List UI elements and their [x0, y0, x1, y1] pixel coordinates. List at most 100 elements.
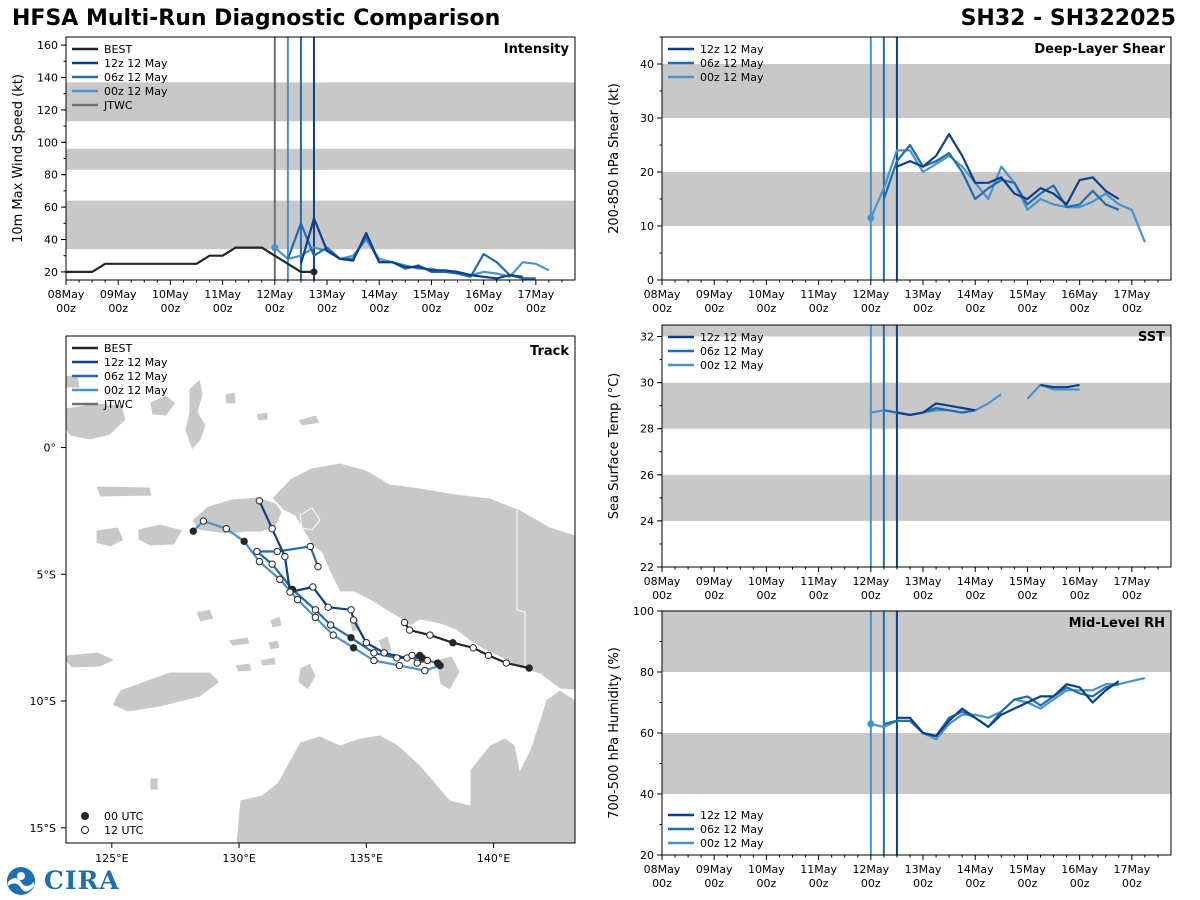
track-point-2-4: [326, 621, 335, 629]
track-point-4-3: [408, 651, 416, 660]
shear-xtick-hour: 00z: [1070, 302, 1090, 315]
intensity-xtick-date: 16May: [465, 288, 502, 301]
rh-xtick-date: 09May: [696, 863, 733, 876]
sst-xtick-date: 16May: [1061, 575, 1098, 588]
shear-ytick-label: 0: [647, 274, 654, 287]
intensity-ytick-label: 100: [37, 136, 58, 149]
track-marker-legend-label: 00 UTC: [104, 810, 144, 823]
track-point-3-2: [380, 649, 388, 657]
sst-ytick-label: 30: [640, 377, 654, 390]
intensity-xtick-date: 10May: [152, 288, 189, 301]
track-point-4-2: [413, 659, 421, 667]
sst-xtick-date: 15May: [1009, 575, 1046, 588]
sst-plot-content: [662, 325, 1171, 567]
figure-title: HFSA Multi-Run Diagnostic Comparison: [12, 6, 501, 31]
sst-xtick-date: 12May: [852, 575, 889, 588]
shear-xtick-hour: 00z: [809, 302, 829, 315]
intensity-band-1: [66, 148, 575, 170]
sst-series-3: [896, 402, 976, 416]
intensity-xtick-date: 11May: [204, 288, 241, 301]
sst-plot-area: [662, 325, 1171, 567]
track-legend-label: 12z 12 May: [104, 356, 168, 369]
intensity-series-1-start-point: [271, 244, 279, 252]
track-point-1-6: [311, 613, 320, 622]
track-point-4-0: [433, 659, 442, 667]
track-point-3-11: [255, 497, 264, 505]
track-point-0-5: [426, 631, 434, 639]
rh-xtick-hour: 00z: [965, 877, 985, 890]
track-point-3-4: [349, 616, 358, 624]
intensity-xtick-hour: 00z: [161, 302, 181, 315]
sst-title: SST: [1138, 330, 1165, 345]
intensity-xtick-date: 17May: [517, 288, 554, 301]
intensity-band-0: [66, 200, 575, 250]
track-ytick-label: 15°S: [30, 822, 56, 835]
shear-xtick-hour: 00z: [652, 302, 672, 315]
shear-xtick-hour: 00z: [861, 302, 881, 315]
rh-xtick-date: 16May: [1061, 863, 1098, 876]
sst-band-0: [662, 474, 1171, 521]
track-point-1-2: [395, 661, 404, 670]
intensity-legend-label: 00z 12 May: [104, 85, 168, 98]
track-marker-legend-symbol-1: [81, 826, 89, 834]
intensity-xtick-date: 13May: [309, 288, 346, 301]
sst-ytick-label: 32: [640, 331, 654, 344]
shear-xtick-date: 16May: [1061, 288, 1098, 301]
intensity-xtick-hour: 00z: [108, 302, 128, 315]
track-point-0-2: [484, 651, 493, 660]
sst-xtick-hour: 00z: [1122, 589, 1142, 602]
rh-ytick-label: 40: [640, 788, 654, 801]
sst-xtick-date: 08May: [644, 575, 681, 588]
track-point-2-1: [393, 654, 401, 662]
track-point-1-8: [276, 575, 284, 584]
track-point-1-10: [240, 537, 248, 546]
track-point-1-9: [255, 557, 264, 566]
rh-legend-label: 06z 12 May: [700, 823, 764, 836]
rh-xtick-hour: 00z: [757, 877, 777, 890]
track-point-0-4: [449, 639, 457, 647]
track-point-0-3: [469, 644, 477, 652]
rh-title: Mid-Level RH: [1069, 616, 1165, 631]
shear-xtick-hour: 00z: [757, 302, 777, 315]
sst-series-4: [1040, 383, 1080, 389]
track-title: Track: [530, 344, 569, 359]
rh-ylabel: 700-500 hPa Humidity (%): [607, 647, 622, 819]
shear-series-0-start-point: [867, 214, 875, 222]
intensity-ylabel: 10m Max Wind Speed (kt): [11, 74, 26, 243]
shear-xtick-date: 17May: [1113, 288, 1150, 301]
track-point-3-3: [362, 639, 371, 647]
rh-legend-label: 00z 12 May: [700, 837, 764, 850]
track-map-panel: 125°E 130°E 135°E 140°E0°5°S10°S15°S Track …: [30, 335, 576, 865]
intensity-xtick-hour: 00z: [526, 302, 546, 315]
track-point-3-6: [324, 603, 332, 611]
track-ytick-label: 10°S: [30, 695, 56, 708]
shear-xtick-hour: 00z: [913, 302, 933, 315]
sst-band-2: [662, 325, 1171, 337]
rh-panel: 2040608010008May00z09May00z10May00z11May…: [607, 605, 1172, 890]
rh-xtick-hour: 00z: [913, 877, 933, 890]
intensity-series-3: [299, 217, 523, 280]
rh-band-0: [662, 733, 1171, 794]
sst-ylabel: Sea Surface Temp (°C): [607, 373, 622, 520]
track-point-1-1: [421, 666, 429, 675]
track-point-1-13: [189, 527, 197, 535]
track-legend-label: 06z 12 May: [104, 370, 168, 383]
track-point-2-2: [370, 649, 378, 657]
shear-xtick-hour: 00z: [704, 302, 724, 315]
rh-xtick-hour: 00z: [704, 877, 724, 890]
sst-frame: [661, 324, 1172, 568]
sst-series-1: [1026, 383, 1080, 400]
rh-xtick-date: 17May: [1113, 863, 1150, 876]
intensity-xtick-date: 15May: [413, 288, 450, 301]
track-point-3-5: [347, 606, 355, 614]
track-point-1-11: [222, 524, 231, 533]
rh-xtick-hour: 00z: [652, 877, 672, 890]
rh-xtick-hour: 00z: [1070, 877, 1090, 890]
track-xtick-label: 130°E: [222, 852, 255, 865]
track-point-2-9: [273, 547, 281, 556]
sst-legend-label: 00z 12 May: [700, 359, 764, 372]
cira-logo: CIRA: [6, 866, 119, 896]
rh-band-1: [662, 611, 1171, 672]
